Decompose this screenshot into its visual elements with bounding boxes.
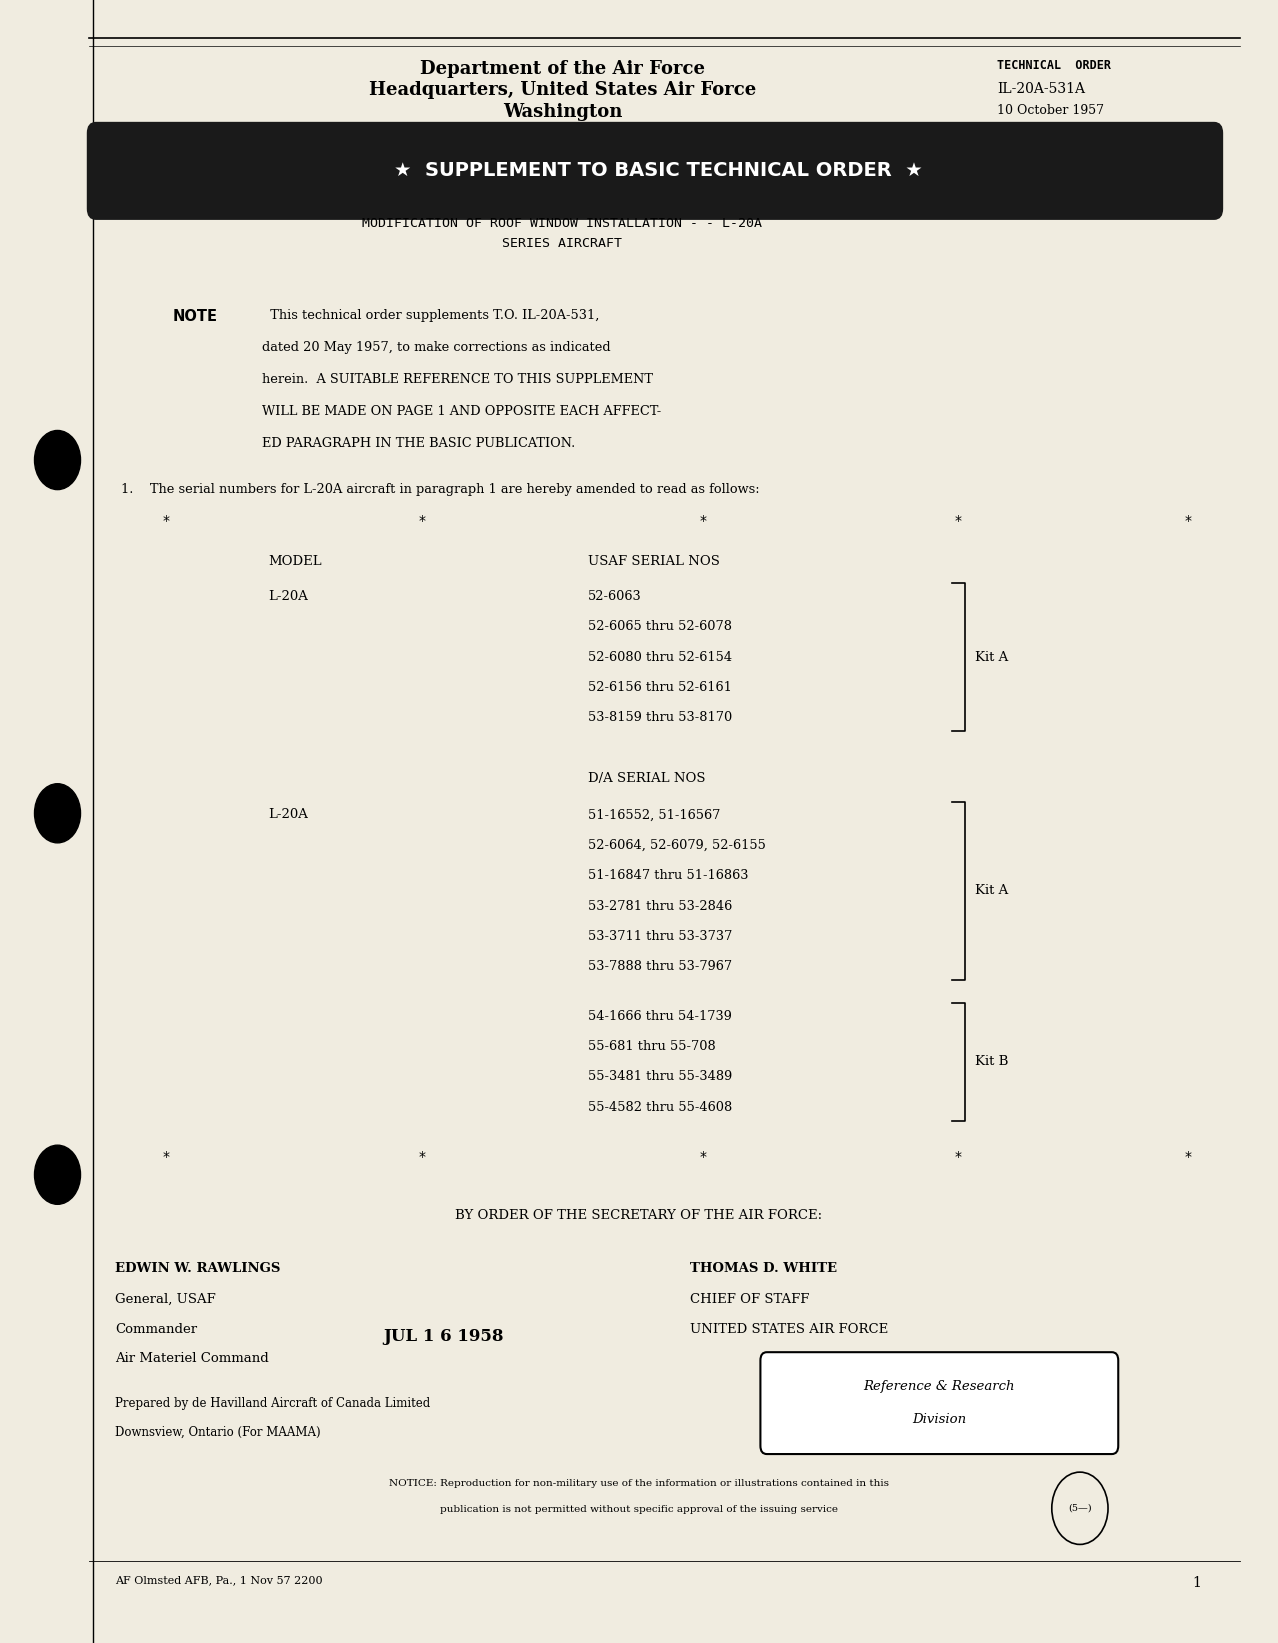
Text: Department of the Air Force: Department of the Air Force bbox=[419, 61, 705, 77]
Text: Washington: Washington bbox=[502, 104, 622, 120]
Text: Division: Division bbox=[912, 1413, 966, 1426]
Text: General, USAF: General, USAF bbox=[115, 1293, 216, 1306]
Text: *: * bbox=[1185, 1150, 1192, 1163]
Text: THOMAS D. WHITE: THOMAS D. WHITE bbox=[690, 1262, 837, 1275]
Text: Reference & Research: Reference & Research bbox=[864, 1380, 1015, 1393]
Text: SERIES AIRCRAFT: SERIES AIRCRAFT bbox=[502, 237, 622, 250]
Text: *: * bbox=[955, 1150, 962, 1163]
Text: This technical order supplements T.O. IL-20A-531,: This technical order supplements T.O. IL… bbox=[262, 309, 599, 322]
Text: 55-681 thru 55-708: 55-681 thru 55-708 bbox=[588, 1040, 716, 1053]
Text: 53-2781 thru 53-2846: 53-2781 thru 53-2846 bbox=[588, 900, 732, 912]
Text: Headquarters, United States Air Force: Headquarters, United States Air Force bbox=[368, 82, 757, 99]
Text: 51-16552, 51-16567: 51-16552, 51-16567 bbox=[588, 808, 721, 822]
Circle shape bbox=[35, 430, 81, 490]
Text: USAF SERIAL NOS: USAF SERIAL NOS bbox=[588, 555, 720, 568]
Text: 52-6064, 52-6079, 52-6155: 52-6064, 52-6079, 52-6155 bbox=[588, 838, 766, 851]
Text: Downsview, Ontario (For MAAMA): Downsview, Ontario (For MAAMA) bbox=[115, 1426, 321, 1439]
Text: *: * bbox=[955, 514, 962, 527]
Text: 55-4582 thru 55-4608: 55-4582 thru 55-4608 bbox=[588, 1101, 732, 1114]
Text: 53-3711 thru 53-3737: 53-3711 thru 53-3737 bbox=[588, 930, 732, 943]
Text: dated 20 May 1957, to make corrections as indicated: dated 20 May 1957, to make corrections a… bbox=[262, 340, 611, 353]
Text: TECHNICAL  ORDER: TECHNICAL ORDER bbox=[997, 59, 1111, 72]
Text: MODEL: MODEL bbox=[268, 555, 322, 568]
Text: 1.    The serial numbers for L-20A aircraft in paragraph 1 are hereby amended to: 1. The serial numbers for L-20A aircraft… bbox=[121, 483, 760, 496]
Text: Prepared by de Havilland Aircraft of Canada Limited: Prepared by de Havilland Aircraft of Can… bbox=[115, 1397, 431, 1410]
Text: IL-20A-531A: IL-20A-531A bbox=[997, 82, 1085, 95]
Text: BY ORDER OF THE SECRETARY OF THE AIR FORCE:: BY ORDER OF THE SECRETARY OF THE AIR FOR… bbox=[455, 1209, 823, 1222]
Text: CHIEF OF STAFF: CHIEF OF STAFF bbox=[690, 1293, 809, 1306]
FancyBboxPatch shape bbox=[760, 1352, 1118, 1454]
Text: herein.  A SUITABLE REFERENCE TO THIS SUPPLEMENT: herein. A SUITABLE REFERENCE TO THIS SUP… bbox=[262, 373, 653, 386]
Text: AF Olmsted AFB, Pa., 1 Nov 57 2200: AF Olmsted AFB, Pa., 1 Nov 57 2200 bbox=[115, 1576, 322, 1585]
Text: Commander: Commander bbox=[115, 1323, 197, 1336]
Text: publication is not permitted without specific approval of the issuing service: publication is not permitted without spe… bbox=[440, 1505, 838, 1513]
Text: *: * bbox=[699, 1150, 707, 1163]
Text: 51-16847 thru 51-16863: 51-16847 thru 51-16863 bbox=[588, 869, 749, 882]
Text: *: * bbox=[418, 1150, 426, 1163]
Text: ★  SUPPLEMENT TO BASIC TECHNICAL ORDER  ★: ★ SUPPLEMENT TO BASIC TECHNICAL ORDER ★ bbox=[394, 161, 923, 181]
Text: *: * bbox=[1185, 514, 1192, 527]
Text: 52-6063: 52-6063 bbox=[588, 590, 642, 603]
Text: 53-8159 thru 53-8170: 53-8159 thru 53-8170 bbox=[588, 711, 732, 725]
Text: JUL 1 6 1958: JUL 1 6 1958 bbox=[383, 1328, 504, 1344]
Text: *: * bbox=[162, 1150, 170, 1163]
Text: ED PARAGRAPH IN THE BASIC PUBLICATION.: ED PARAGRAPH IN THE BASIC PUBLICATION. bbox=[262, 437, 575, 450]
Text: 1: 1 bbox=[1192, 1576, 1201, 1590]
Text: 10 October 1957: 10 October 1957 bbox=[997, 104, 1104, 117]
Text: *: * bbox=[418, 514, 426, 527]
Text: WILL BE MADE ON PAGE 1 AND OPPOSITE EACH AFFECT-: WILL BE MADE ON PAGE 1 AND OPPOSITE EACH… bbox=[262, 404, 661, 417]
Text: L-20A: L-20A bbox=[268, 808, 308, 822]
Text: 53-7888 thru 53-7967: 53-7888 thru 53-7967 bbox=[588, 960, 732, 973]
Text: 52-6080 thru 52-6154: 52-6080 thru 52-6154 bbox=[588, 651, 732, 664]
Text: 54-1666 thru 54-1739: 54-1666 thru 54-1739 bbox=[588, 1009, 732, 1022]
Text: Kit A: Kit A bbox=[975, 884, 1008, 897]
Text: NOTICE: Reproduction for non-military use of the information or illustrations co: NOTICE: Reproduction for non-military us… bbox=[389, 1479, 889, 1487]
Text: MODIFICATION OF ROOF WINDOW INSTALLATION - - L-20A: MODIFICATION OF ROOF WINDOW INSTALLATION… bbox=[363, 217, 762, 230]
Text: NOTE: NOTE bbox=[173, 309, 217, 324]
Text: D/A SERIAL NOS: D/A SERIAL NOS bbox=[588, 772, 705, 785]
Text: *: * bbox=[699, 514, 707, 527]
Text: UNITED STATES AIR FORCE: UNITED STATES AIR FORCE bbox=[690, 1323, 888, 1336]
Circle shape bbox=[35, 1145, 81, 1204]
Text: 55-3481 thru 55-3489: 55-3481 thru 55-3489 bbox=[588, 1071, 732, 1083]
Text: 52-6156 thru 52-6161: 52-6156 thru 52-6161 bbox=[588, 680, 732, 693]
Text: L-20A: L-20A bbox=[268, 590, 308, 603]
Text: *: * bbox=[162, 514, 170, 527]
Text: (5—): (5—) bbox=[1068, 1503, 1091, 1513]
Circle shape bbox=[35, 784, 81, 843]
Text: 52-6065 thru 52-6078: 52-6065 thru 52-6078 bbox=[588, 619, 732, 633]
Text: Kit B: Kit B bbox=[975, 1055, 1008, 1068]
Text: Kit A: Kit A bbox=[975, 651, 1008, 664]
FancyBboxPatch shape bbox=[88, 123, 1222, 219]
Text: EDWIN W. RAWLINGS: EDWIN W. RAWLINGS bbox=[115, 1262, 280, 1275]
Text: Air Materiel Command: Air Materiel Command bbox=[115, 1352, 268, 1365]
